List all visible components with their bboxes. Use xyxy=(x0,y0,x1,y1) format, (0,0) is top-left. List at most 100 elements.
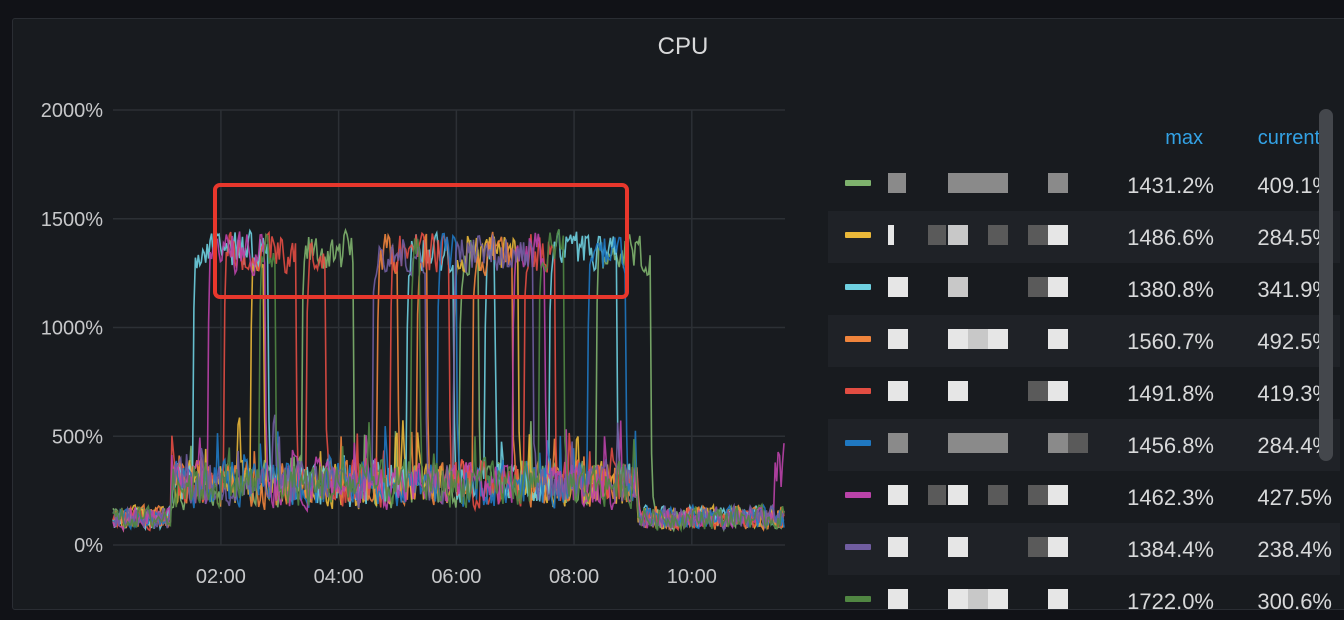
series-lines xyxy=(112,227,785,533)
legend-header: max current xyxy=(828,125,1340,153)
legend-row[interactable]: 1491.8% 419.3% xyxy=(828,367,1340,419)
x-axis-labels: 02:00 04:00 06:00 08:00 10:00 xyxy=(196,566,717,588)
legend-swatch xyxy=(845,336,871,342)
redaction-block xyxy=(988,225,1008,245)
redacted-series-name xyxy=(888,537,1098,561)
cpu-panel: CPU 0% 500% 1000% 1500% 2000% 02:00 04:00 06:0… xyxy=(12,18,1344,610)
legend-row[interactable]: 1560.7% 492.5% xyxy=(828,315,1340,367)
y-axis-labels: 0% 500% 1000% 1500% 2000% xyxy=(41,100,103,557)
legend-max-value: 1380.8% xyxy=(1127,277,1214,302)
legend-header-max[interactable]: max xyxy=(1165,127,1203,149)
legend-swatch xyxy=(845,492,871,498)
redaction-block xyxy=(988,485,1008,505)
legend-row[interactable]: 1380.8% 341.9% xyxy=(828,263,1340,315)
redaction-block xyxy=(928,485,946,505)
legend-row[interactable]: 1722.0% 300.6% xyxy=(828,575,1340,609)
redaction-block xyxy=(888,381,908,401)
legend-swatch xyxy=(845,180,871,186)
redaction-block xyxy=(988,329,1008,349)
redaction-block xyxy=(988,589,1008,609)
legend-max-value: 1431.2% xyxy=(1127,173,1214,198)
series-line-6 xyxy=(112,232,785,531)
legend-max-value: 1384.4% xyxy=(1127,537,1214,562)
x-tick-label: 08:00 xyxy=(549,566,599,588)
redacted-series-name xyxy=(888,225,1098,249)
redaction-block xyxy=(1028,225,1048,245)
redacted-series-name xyxy=(888,329,1098,353)
redaction-block xyxy=(948,589,968,609)
redaction-block xyxy=(1028,485,1048,505)
legend-table: max current 1431.2% 409.1% 1486.6% 284.5% 13… xyxy=(828,119,1340,609)
redaction-block xyxy=(948,433,968,453)
redaction-block xyxy=(888,225,894,245)
legend-row[interactable]: 1456.8% 284.4% xyxy=(828,419,1340,471)
legend-row[interactable]: 1462.3% 427.5% xyxy=(828,471,1340,523)
legend-row[interactable]: 1384.4% 238.4% xyxy=(828,523,1340,575)
legend-swatch xyxy=(845,544,871,550)
legend-current-value: 238.4% xyxy=(1257,537,1332,562)
redaction-block xyxy=(1048,329,1068,349)
legend-swatch xyxy=(845,284,871,290)
redaction-block xyxy=(968,433,1008,453)
legend-current-value: 427.5% xyxy=(1257,485,1332,510)
redaction-block xyxy=(1048,485,1068,505)
redaction-block xyxy=(1048,225,1068,245)
x-tick-label: 02:00 xyxy=(196,566,246,588)
redaction-block xyxy=(888,433,908,453)
legend-row[interactable]: 1486.6% 284.5% xyxy=(828,211,1340,263)
x-tick-label: 04:00 xyxy=(314,566,364,588)
redaction-block xyxy=(948,381,968,401)
redaction-block xyxy=(1028,537,1048,557)
redaction-block xyxy=(1048,173,1068,193)
redaction-block xyxy=(968,589,988,609)
redaction-block xyxy=(888,329,908,349)
redaction-block xyxy=(1048,589,1068,609)
series-line-9 xyxy=(112,228,785,533)
redaction-block xyxy=(888,537,908,557)
redaction-block xyxy=(1028,381,1048,401)
legend-header-current[interactable]: current xyxy=(1257,127,1320,149)
redaction-block xyxy=(948,329,968,349)
cpu-chart[interactable]: 0% 500% 1000% 1500% 2000% 02:00 04:00 06:00 08:… xyxy=(13,19,813,609)
legend-row[interactable]: 1431.2% 409.1% xyxy=(828,159,1340,211)
highlight-box xyxy=(213,183,629,299)
legend-max-value: 1486.6% xyxy=(1127,225,1214,250)
legend-max-value: 1722.0% xyxy=(1127,589,1214,609)
redaction-block xyxy=(1048,381,1068,401)
legend-max-value: 1456.8% xyxy=(1127,433,1214,458)
panel-title[interactable]: CPU xyxy=(657,33,709,60)
y-tick-label: 2000% xyxy=(41,100,103,122)
redaction-block xyxy=(968,329,988,349)
redaction-block xyxy=(888,589,908,609)
redaction-block xyxy=(948,277,968,297)
y-tick-label: 1000% xyxy=(41,318,103,340)
redaction-block xyxy=(888,485,908,505)
legend-swatch xyxy=(845,596,871,602)
redaction-block xyxy=(1048,433,1068,453)
redaction-block xyxy=(968,173,1008,193)
legend-max-value: 1491.8% xyxy=(1127,381,1214,406)
legend-swatch xyxy=(845,388,871,394)
redacted-series-name xyxy=(888,433,1098,457)
redaction-block xyxy=(948,537,968,557)
redaction-block xyxy=(1028,277,1048,297)
redaction-block xyxy=(1048,277,1068,297)
redaction-block xyxy=(948,485,968,505)
redacted-series-name xyxy=(888,173,1098,197)
redaction-block xyxy=(888,277,908,297)
legend-current-value: 300.6% xyxy=(1257,589,1332,609)
legend-scrollbar[interactable] xyxy=(1319,109,1333,461)
redaction-block xyxy=(1048,537,1068,557)
y-tick-label: 500% xyxy=(52,426,103,448)
y-tick-label: 1500% xyxy=(41,209,103,231)
legend-max-value: 1462.3% xyxy=(1127,485,1214,510)
x-tick-label: 06:00 xyxy=(431,566,481,588)
redacted-series-name xyxy=(888,589,1098,609)
redacted-series-name xyxy=(888,485,1098,509)
legend-swatch xyxy=(845,440,871,446)
y-tick-label: 0% xyxy=(74,535,103,557)
redacted-series-name xyxy=(888,381,1098,405)
redacted-series-name xyxy=(888,277,1098,301)
legend-swatch xyxy=(845,232,871,238)
legend-max-value: 1560.7% xyxy=(1127,329,1214,354)
